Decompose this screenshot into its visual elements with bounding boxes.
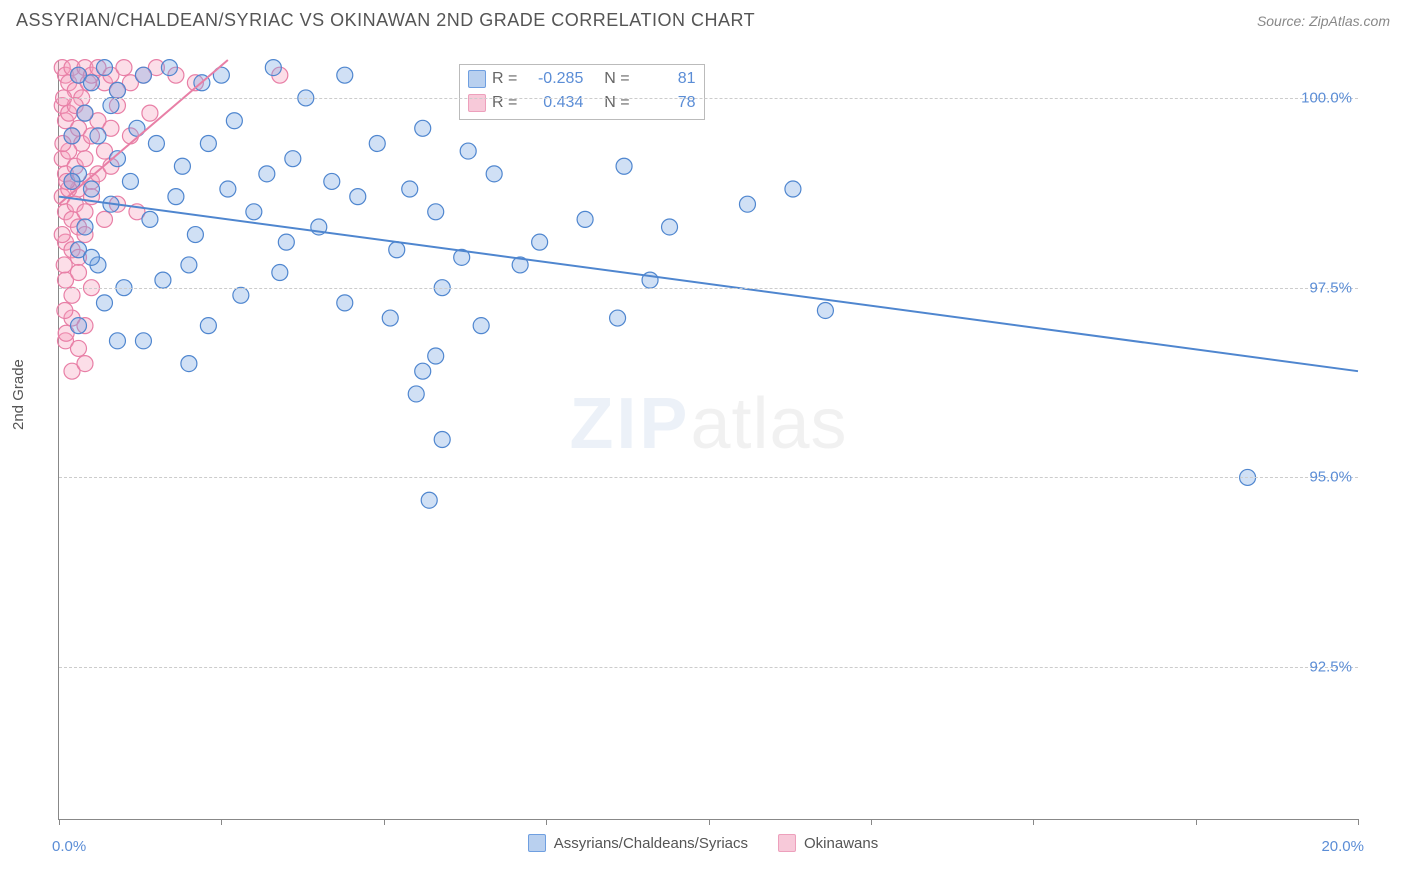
- data-point: [96, 295, 112, 311]
- data-point: [77, 204, 93, 220]
- chart-title: ASSYRIAN/CHALDEAN/SYRIAC VS OKINAWAN 2ND…: [16, 10, 755, 31]
- data-point: [428, 204, 444, 220]
- data-point: [90, 128, 106, 144]
- data-point: [324, 173, 340, 189]
- swatch-blue-icon: [468, 70, 486, 88]
- data-point: [181, 356, 197, 372]
- data-point: [226, 113, 242, 129]
- plot-area: ZIPatlas R = -0.285 N = 81 R = 0.434 N =…: [58, 60, 1358, 820]
- data-point: [369, 135, 385, 151]
- data-point: [460, 143, 476, 159]
- data-point: [57, 302, 73, 318]
- stat-row-blue: R = -0.285 N = 81: [468, 67, 696, 91]
- data-point: [109, 333, 125, 349]
- data-point: [83, 181, 99, 197]
- data-point: [402, 181, 418, 197]
- data-point: [56, 257, 72, 273]
- source-label: Source: ZipAtlas.com: [1257, 13, 1390, 29]
- data-point: [337, 67, 353, 83]
- data-point: [785, 181, 801, 197]
- y-tick-label: 92.5%: [1309, 659, 1352, 676]
- data-point: [77, 105, 93, 121]
- data-point: [337, 295, 353, 311]
- data-point: [473, 318, 489, 334]
- chart-svg: [59, 60, 1358, 819]
- y-axis-label: 2nd Grade: [10, 359, 27, 430]
- data-point: [259, 166, 275, 182]
- swatch-pink-icon: [778, 834, 796, 852]
- data-point: [70, 318, 86, 334]
- swatch-blue-icon: [528, 834, 546, 852]
- legend-label-blue: Assyrians/Chaldeans/Syriacs: [554, 835, 748, 852]
- data-point: [77, 151, 93, 167]
- data-point: [96, 211, 112, 227]
- data-point: [135, 333, 151, 349]
- bottom-legend: Assyrians/Chaldeans/Syriacs Okinawans: [0, 834, 1406, 852]
- data-point: [96, 60, 112, 76]
- data-point: [109, 82, 125, 98]
- data-point: [70, 340, 86, 356]
- data-point: [220, 181, 236, 197]
- data-point: [285, 151, 301, 167]
- data-point: [408, 386, 424, 402]
- legend-item-blue: Assyrians/Chaldeans/Syriacs: [528, 834, 748, 852]
- data-point: [135, 67, 151, 83]
- data-point: [103, 98, 119, 114]
- data-point: [83, 249, 99, 265]
- data-point: [415, 120, 431, 136]
- legend-item-pink: Okinawans: [778, 834, 878, 852]
- data-point: [142, 105, 158, 121]
- data-point: [662, 219, 678, 235]
- data-point: [428, 348, 444, 364]
- y-tick-label: 97.5%: [1309, 279, 1352, 296]
- data-point: [415, 363, 431, 379]
- data-point: [181, 257, 197, 273]
- data-point: [278, 234, 294, 250]
- y-tick-label: 95.0%: [1309, 469, 1352, 486]
- data-point: [272, 265, 288, 281]
- data-point: [142, 211, 158, 227]
- data-point: [486, 166, 502, 182]
- data-point: [83, 75, 99, 91]
- data-point: [616, 158, 632, 174]
- data-point: [174, 158, 190, 174]
- data-point: [200, 135, 216, 151]
- data-point: [350, 189, 366, 205]
- data-point: [187, 227, 203, 243]
- data-point: [116, 60, 132, 76]
- data-point: [77, 356, 93, 372]
- y-tick-label: 100.0%: [1301, 89, 1352, 106]
- data-point: [817, 302, 833, 318]
- legend-label-pink: Okinawans: [804, 835, 878, 852]
- data-point: [265, 60, 281, 76]
- data-point: [54, 227, 70, 243]
- data-point: [389, 242, 405, 258]
- data-point: [382, 310, 398, 326]
- data-point: [161, 60, 177, 76]
- stat-row-pink: R = 0.434 N = 78: [468, 91, 696, 115]
- data-point: [77, 219, 93, 235]
- data-point: [577, 211, 593, 227]
- data-point: [532, 234, 548, 250]
- data-point: [70, 265, 86, 281]
- stat-legend: R = -0.285 N = 81 R = 0.434 N = 78: [459, 64, 705, 120]
- swatch-pink-icon: [468, 94, 486, 112]
- data-point: [739, 196, 755, 212]
- data-point: [148, 135, 164, 151]
- data-point: [610, 310, 626, 326]
- data-point: [168, 189, 184, 205]
- data-point: [64, 128, 80, 144]
- data-point: [421, 492, 437, 508]
- data-point: [155, 272, 171, 288]
- trend-line: [59, 197, 1358, 372]
- data-point: [434, 432, 450, 448]
- data-point: [122, 173, 138, 189]
- data-point: [64, 287, 80, 303]
- data-point: [200, 318, 216, 334]
- data-point: [246, 204, 262, 220]
- data-point: [233, 287, 249, 303]
